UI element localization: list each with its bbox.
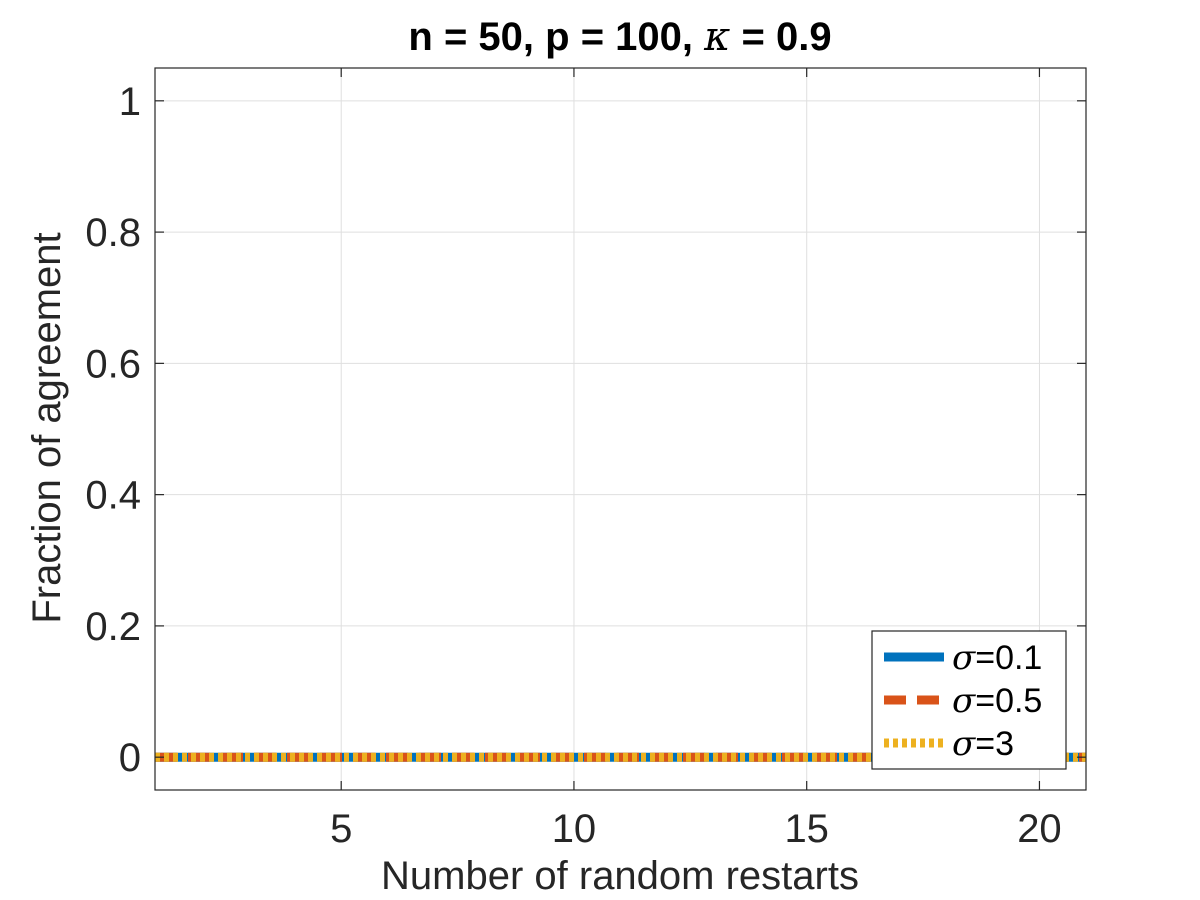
- x-axis-label: Number of random restarts: [381, 854, 859, 898]
- legend-entry-2: σ=0.5: [952, 681, 1042, 721]
- ticks: [155, 68, 1086, 790]
- legend-label: =3: [975, 725, 1014, 763]
- y-tick-label: 0: [119, 736, 141, 780]
- y-axis-label: Fraction of agreement: [25, 232, 69, 623]
- legend-symbol: σ: [952, 681, 976, 721]
- legend-symbol: σ: [952, 724, 976, 764]
- legend-label: =0.5: [975, 682, 1042, 720]
- legend-entry-1: σ=0.1: [952, 638, 1042, 678]
- x-tick-label: 15: [784, 807, 829, 851]
- plot-frame: [154, 67, 1087, 791]
- y-tick-label: 0.6: [85, 342, 141, 386]
- chart-title: n = 50, p = 100, κ = 0.9: [408, 14, 831, 60]
- legend: σ=0.1σ=0.5σ=3: [871, 630, 1067, 770]
- legend-label: =0.1: [975, 639, 1042, 677]
- y-tick-label: 0.2: [85, 605, 141, 649]
- y-tick-label: 0.4: [85, 474, 141, 518]
- legend-entry-3: σ=3: [952, 724, 1014, 764]
- tick-labels: 5 10 15 20 0 0.2 0.4 0.6 0.8 1: [85, 80, 1061, 851]
- y-tick-label: 1: [119, 80, 141, 124]
- y-tick-label: 0.8: [85, 211, 141, 255]
- x-tick-label: 5: [330, 807, 352, 851]
- legend-symbol: σ: [952, 638, 976, 678]
- x-tick-label: 10: [552, 807, 597, 851]
- x-tick-label: 20: [1017, 807, 1062, 851]
